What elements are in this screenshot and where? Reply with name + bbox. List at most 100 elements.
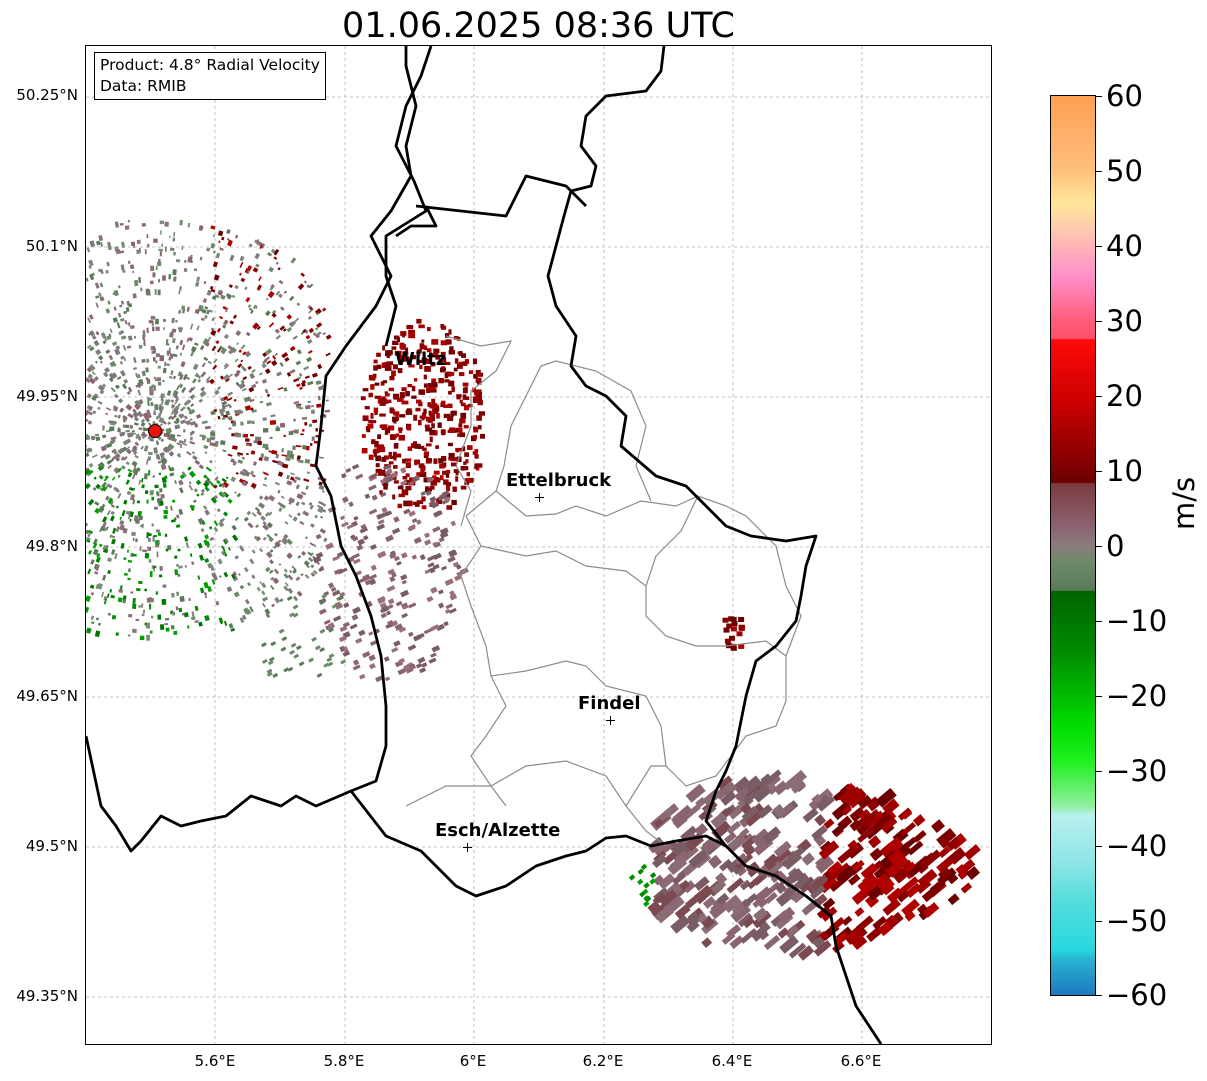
echo-cell — [227, 294, 232, 300]
echo-cell — [318, 500, 324, 505]
echo-cell — [397, 397, 404, 402]
echo-cell — [204, 534, 210, 540]
echo-cell — [123, 557, 127, 560]
echo-cell — [377, 470, 385, 476]
echo-cell — [107, 497, 114, 504]
echo-cell — [218, 575, 222, 578]
echo-cell — [702, 896, 717, 909]
colorbar-label-minus-50: −50 — [1106, 904, 1168, 938]
echo-cell — [88, 314, 94, 320]
echo-cell — [429, 496, 437, 503]
echo-cell — [408, 364, 415, 368]
echo-cell — [342, 621, 350, 628]
echo-cell — [227, 498, 233, 504]
echo-cell — [86, 468, 91, 476]
echo-cell — [127, 412, 134, 419]
echo-cell — [250, 482, 257, 489]
echo-cell — [400, 344, 406, 350]
echo-cell — [269, 549, 274, 553]
echo-cell — [132, 411, 140, 418]
echo-cell — [135, 433, 140, 437]
echo-cell — [234, 409, 239, 415]
echo-cell — [109, 421, 116, 426]
echo-cell — [394, 335, 400, 340]
echo-cell — [151, 350, 156, 354]
echo-cell — [395, 417, 399, 421]
echo-cell — [947, 847, 967, 865]
echo-cell — [383, 510, 390, 517]
echo-cell — [232, 571, 238, 577]
echo-cell — [153, 410, 156, 416]
echo-cell — [419, 667, 427, 674]
echo-cell — [279, 598, 284, 603]
echo-cell — [273, 256, 278, 260]
echo-cell — [232, 534, 239, 542]
echo-cell — [169, 353, 174, 359]
echo-cell — [178, 439, 184, 444]
echo-cell — [385, 534, 394, 543]
echo-cell — [802, 807, 819, 823]
echo-cell — [210, 327, 215, 331]
echo-cell — [867, 885, 883, 901]
echo-cell — [111, 614, 115, 620]
echo-cell — [178, 607, 183, 613]
echo-cell — [255, 524, 260, 529]
colorbar-tick — [1096, 96, 1102, 97]
colorbar-tick — [1096, 171, 1102, 172]
echo-cell — [643, 895, 650, 902]
echo-cell — [425, 488, 432, 492]
echo-cell — [127, 634, 131, 637]
echo-cell — [373, 365, 378, 371]
echo-cell — [423, 374, 427, 380]
echo-cell — [152, 536, 155, 542]
echo-cell — [779, 935, 799, 954]
echo-cell — [103, 598, 107, 605]
echo-cell — [148, 320, 153, 324]
echo-cell — [234, 491, 237, 494]
echo-cell — [365, 406, 370, 410]
echo-cell — [127, 559, 133, 563]
echo-cell — [160, 457, 167, 465]
echo-cell — [457, 433, 461, 437]
echo-cell — [368, 631, 374, 636]
radar-map[interactable] — [85, 45, 992, 1045]
echo-cell — [178, 565, 183, 569]
echo-cell — [431, 353, 438, 358]
echo-cell — [205, 339, 210, 346]
echo-cell — [254, 506, 261, 512]
echo-cell — [200, 386, 206, 392]
echo-cell — [408, 329, 415, 334]
echo-cell — [459, 432, 466, 438]
echo-cell — [181, 307, 186, 314]
echo-cell — [464, 466, 469, 471]
echo-cell — [388, 451, 392, 458]
echo-cell — [302, 445, 307, 450]
echo-cell — [219, 345, 224, 350]
echo-cell — [757, 804, 773, 819]
echo-cell — [306, 284, 311, 289]
echo-cell — [210, 410, 216, 416]
echo-cell — [373, 407, 379, 414]
echo-cell — [464, 386, 468, 392]
echo-cell — [165, 548, 169, 552]
echo-cell — [338, 635, 347, 643]
echo-cell — [164, 246, 167, 252]
echo-cell — [142, 412, 149, 419]
echo-cell — [107, 300, 111, 305]
echo-cell — [453, 336, 459, 340]
echo-cell — [461, 446, 466, 452]
echo-cell — [256, 510, 262, 516]
echo-cell — [194, 423, 199, 428]
echo-cell — [395, 453, 402, 458]
echo-cell — [138, 277, 142, 283]
echo-cell — [293, 418, 296, 422]
echo-cell — [119, 524, 125, 531]
echo-cell — [157, 289, 161, 296]
echo-cell — [204, 615, 210, 622]
echo-cell — [148, 451, 153, 455]
echo-cell — [433, 458, 438, 464]
echo-cell — [86, 247, 91, 253]
echo-cell — [94, 630, 101, 638]
echo-cell — [221, 492, 227, 498]
echo-cell — [300, 491, 307, 496]
